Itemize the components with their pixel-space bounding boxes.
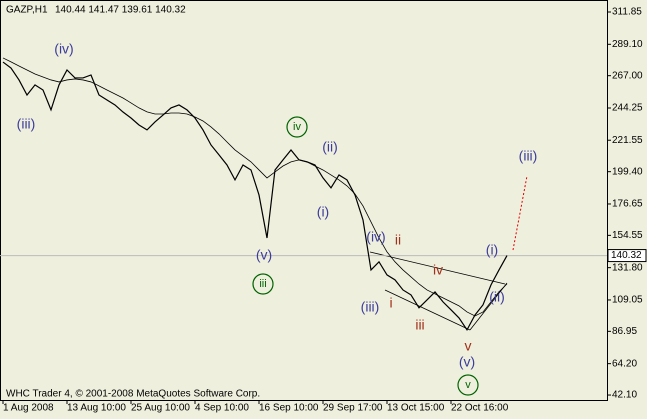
symbol: GAZP,H1 <box>6 5 48 16</box>
wave-label: (ii) <box>322 139 338 155</box>
wave-label: (iii) <box>17 116 36 132</box>
x-tick-label: 13 Oct 15:00 <box>387 403 445 414</box>
wave-circle <box>252 273 274 295</box>
wave-label: iv <box>293 121 301 133</box>
plot-frame <box>0 0 608 401</box>
wave-label: (iv) <box>366 229 385 245</box>
y-tick-label: 267.00 <box>612 70 643 81</box>
wave-label: v <box>465 338 472 354</box>
trend-line <box>384 289 471 331</box>
y-tick-label: 221.55 <box>612 135 643 146</box>
wave-label: iii <box>415 317 424 333</box>
wave-label: (i) <box>317 204 329 220</box>
y-tick-label: 131.80 <box>612 262 643 273</box>
wave-label: iii <box>259 278 266 290</box>
moving-average <box>2 57 508 317</box>
y-tick-label: 154.55 <box>612 230 643 241</box>
y-tick-label: 244.25 <box>612 103 643 114</box>
x-tick-label: 22 Oct 16:00 <box>451 403 509 414</box>
wave-label: (ii) <box>489 289 505 305</box>
x-tick-label: 1 Aug 2008 <box>3 403 54 414</box>
wave-label: iv <box>433 262 443 278</box>
wave-label: (i) <box>486 242 498 258</box>
wave-label: (v) <box>459 354 475 370</box>
y-tick-label: 199.40 <box>612 166 643 177</box>
x-tick-label: 25 Aug 10:00 <box>131 403 190 414</box>
y-tick-label: 311.85 <box>612 7 642 18</box>
x-tick-label: 13 Aug 10:00 <box>67 403 126 414</box>
wave-label: i <box>389 295 392 311</box>
wave-label: (iv) <box>54 41 73 57</box>
trend-line <box>469 282 508 331</box>
x-tick-label: 4 Sep 10:00 <box>195 403 249 414</box>
y-tick-label: 289.10 <box>612 39 643 50</box>
x-tick-label: 16 Sep 10:00 <box>259 403 319 414</box>
y-tick-label: 86.95 <box>612 326 637 337</box>
wave-label: v <box>465 379 471 391</box>
trend-line <box>369 251 506 285</box>
wave-circle <box>286 116 308 138</box>
last-price-box <box>607 249 647 263</box>
x-tick-label: 29 Sep 17:00 <box>323 403 383 414</box>
y-tick-label: 42.10 <box>612 390 637 401</box>
ohlc: 140.44 141.47 139.61 140.32 <box>55 5 186 16</box>
copyright: WHC Trader 4, © 2001-2008 MetaQuotes Sof… <box>6 389 260 400</box>
wave-label: (iii) <box>519 148 538 164</box>
y-tick-label: 109.05 <box>612 295 643 306</box>
wave-circle <box>457 374 479 396</box>
y-tick-label: 64.20 <box>612 358 637 369</box>
projection-line <box>512 175 528 251</box>
y-tick-label: 176.65 <box>612 199 643 210</box>
wave-label: ii <box>395 232 401 248</box>
wave-label: (v) <box>256 247 272 263</box>
last-price-label: 140.32 <box>611 250 642 261</box>
wave-label: (iii) <box>361 299 380 315</box>
price-line <box>2 61 508 332</box>
